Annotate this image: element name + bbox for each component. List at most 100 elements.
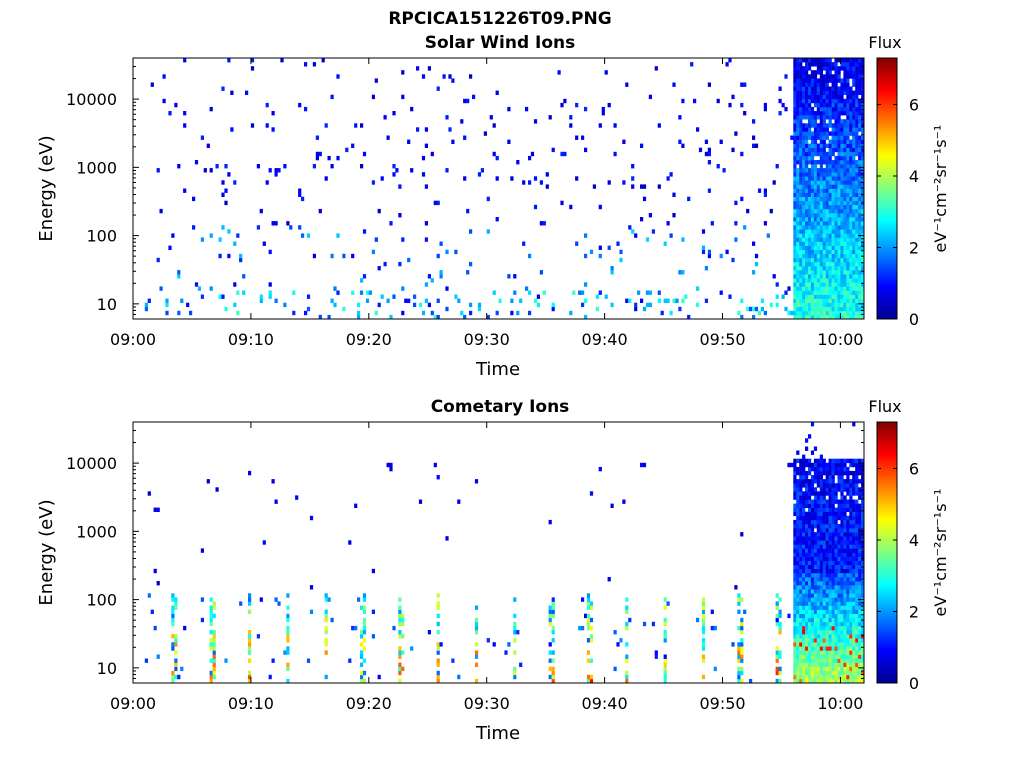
heatmap-cell bbox=[209, 670, 213, 676]
heatmap-cell bbox=[457, 674, 461, 680]
heatmap-cell bbox=[855, 613, 859, 619]
heatmap-cell bbox=[816, 261, 820, 267]
heatmap-cell bbox=[227, 229, 231, 234]
x-tick-label: 09:10 bbox=[228, 694, 274, 713]
heatmap-cell bbox=[852, 581, 856, 586]
heatmap-cell bbox=[799, 160, 803, 165]
heatmap-cell bbox=[581, 135, 585, 140]
heatmap-cell bbox=[799, 249, 803, 255]
heatmap-cell bbox=[840, 233, 844, 238]
heatmap-cell bbox=[825, 511, 829, 517]
heatmap-cell bbox=[805, 106, 809, 112]
heatmap-cell bbox=[825, 176, 829, 181]
heatmap-cell bbox=[813, 143, 818, 148]
heatmap-cell bbox=[808, 147, 812, 153]
heatmap-cell bbox=[793, 184, 797, 189]
heatmap-cell bbox=[669, 172, 673, 177]
heatmap-cell bbox=[825, 78, 829, 83]
heatmap-cell bbox=[858, 261, 862, 267]
heatmap-cell bbox=[586, 658, 591, 663]
heatmap-cell bbox=[813, 634, 818, 639]
heatmap-cell bbox=[793, 78, 797, 83]
heatmap-cell bbox=[834, 225, 838, 230]
heatmap-cell bbox=[495, 155, 499, 161]
heatmap-cell bbox=[808, 532, 812, 537]
heatmap-cell bbox=[793, 241, 797, 246]
heatmap-cell bbox=[831, 249, 835, 255]
heatmap-cell bbox=[513, 274, 517, 279]
heatmap-cell bbox=[813, 200, 818, 206]
heatmap-cell bbox=[805, 511, 809, 517]
heatmap-cell bbox=[828, 143, 832, 148]
heatmap-cell bbox=[828, 213, 832, 218]
heatmap-cell bbox=[813, 94, 818, 100]
heatmap-cell bbox=[793, 155, 797, 161]
heatmap-cell bbox=[831, 519, 835, 525]
heatmap-cell bbox=[852, 625, 856, 631]
heatmap-cell bbox=[822, 257, 826, 263]
heatmap-cell bbox=[793, 253, 797, 259]
heatmap-cell bbox=[843, 66, 847, 71]
heatmap-cell bbox=[828, 249, 832, 255]
heatmap-cell bbox=[831, 208, 835, 214]
heatmap-cell bbox=[819, 487, 823, 492]
heatmap-cell bbox=[808, 249, 812, 255]
heatmap-cell bbox=[828, 483, 832, 488]
heatmap-cell bbox=[802, 237, 806, 242]
heatmap-cell bbox=[852, 422, 856, 427]
heatmap-cell bbox=[843, 548, 847, 553]
heatmap-cell bbox=[156, 257, 160, 263]
heatmap-cell bbox=[843, 568, 847, 574]
heatmap-cell bbox=[796, 450, 800, 455]
heatmap-cell bbox=[819, 143, 823, 148]
heatmap-cell bbox=[808, 188, 812, 193]
heatmap-cell bbox=[601, 111, 605, 116]
heatmap-cell bbox=[855, 257, 859, 263]
heatmap-cell bbox=[822, 282, 826, 287]
heatmap-cell bbox=[849, 532, 853, 537]
heatmap-cell bbox=[858, 585, 862, 590]
heatmap-cell bbox=[710, 625, 714, 631]
heatmap-cell bbox=[861, 654, 865, 659]
heatmap-cell bbox=[837, 127, 841, 132]
heatmap-cell bbox=[837, 221, 841, 226]
heatmap-cell bbox=[819, 556, 823, 561]
heatmap-cell bbox=[828, 556, 832, 561]
heatmap-cell bbox=[840, 560, 844, 566]
heatmap-cell bbox=[816, 302, 820, 308]
heatmap-cell bbox=[796, 74, 800, 79]
heatmap-cell bbox=[430, 278, 434, 283]
heatmap-cell bbox=[825, 294, 829, 299]
heatmap-cell bbox=[858, 658, 862, 663]
heatmap-cell bbox=[808, 306, 812, 312]
heatmap-cell bbox=[834, 466, 838, 472]
heatmap-cell bbox=[828, 155, 832, 161]
heatmap-cell bbox=[808, 294, 812, 299]
heatmap-cell bbox=[808, 192, 812, 197]
heatmap-cell bbox=[831, 564, 835, 570]
heatmap-cell bbox=[233, 241, 237, 246]
heatmap-cell bbox=[855, 491, 859, 496]
heatmap-cell bbox=[843, 572, 847, 578]
heatmap-cell bbox=[548, 621, 552, 627]
heatmap-cell bbox=[227, 253, 231, 259]
heatmap-cell bbox=[268, 674, 272, 680]
heatmap-cell bbox=[861, 670, 865, 676]
heatmap-cell bbox=[822, 314, 826, 320]
heatmap-cell bbox=[828, 274, 832, 279]
heatmap-cell bbox=[834, 172, 838, 177]
heatmap-cell bbox=[586, 617, 591, 623]
heatmap-cell bbox=[799, 487, 803, 492]
heatmap-cell bbox=[819, 237, 823, 242]
heatmap-cell bbox=[799, 670, 803, 676]
heatmap-cell bbox=[209, 621, 213, 627]
heatmap-cell bbox=[813, 499, 818, 504]
heatmap-cell bbox=[837, 593, 841, 598]
heatmap-cell bbox=[846, 524, 850, 529]
heatmap-cell bbox=[861, 483, 865, 488]
heatmap-cell bbox=[239, 601, 243, 606]
heatmap-cell bbox=[805, 184, 809, 189]
heatmap-cell bbox=[805, 217, 809, 222]
heatmap-cell bbox=[799, 213, 803, 218]
heatmap-cell bbox=[855, 94, 859, 100]
